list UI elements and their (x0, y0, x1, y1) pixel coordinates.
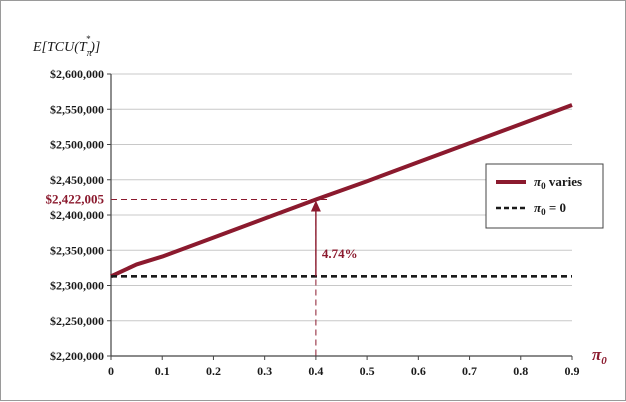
x-tick-label: 0.7 (462, 364, 477, 378)
y-tick-label: $2,550,000 (50, 102, 104, 116)
increase-arrow-head (310, 200, 321, 212)
x-tick-labels: 0 0.1 0.2 0.3 0.4 0.5 0.6 0.7 0.8 0.9 (108, 364, 580, 378)
legend: π0 varies π0 = 0 (485, 163, 604, 229)
x-tick-label: 0.1 (155, 364, 170, 378)
legend-box (485, 163, 604, 229)
y-tick-label: $2,300,000 (50, 279, 104, 293)
y-tick-label: $2,200,000 (50, 349, 104, 363)
y-tick-label: $2,400,000 (50, 208, 104, 222)
legend-entry: π0 varies (534, 174, 582, 191)
value-label: $2,422,005 (46, 191, 105, 206)
x-tick-label: 0.6 (411, 364, 426, 378)
percent-label: 4.74% (322, 246, 358, 261)
axes (107, 73, 573, 360)
y-axis-label: E[TCU(Tπ*)] (32, 34, 100, 59)
legend-entry: π0 = 0 (534, 200, 566, 217)
x-tick-label: 0.2 (206, 364, 221, 378)
y-tick-label: $2,500,000 (50, 138, 104, 152)
x-tick-label: 0.5 (360, 364, 375, 378)
x-axis-label: π0 (592, 345, 607, 367)
x-tick-label: 0.3 (257, 364, 272, 378)
x-tick-label: 0.9 (565, 364, 580, 378)
y-tick-label: $2,350,000 (50, 243, 104, 257)
gridlines (111, 73, 572, 322)
y-tick-label: $2,450,000 (50, 173, 104, 187)
x-tick-label: 0 (108, 364, 114, 378)
y-tick-label: $2,600,000 (50, 67, 104, 81)
y-tick-label: $2,250,000 (50, 314, 104, 328)
x-tick-label: 0.8 (513, 364, 528, 378)
annotations: $2,422,005 4.74% (46, 191, 358, 356)
x-tick-label: 0.4 (308, 364, 323, 378)
y-tick-labels: $2,200,000 $2,250,000 $2,300,000 $2,350,000… (50, 67, 104, 363)
